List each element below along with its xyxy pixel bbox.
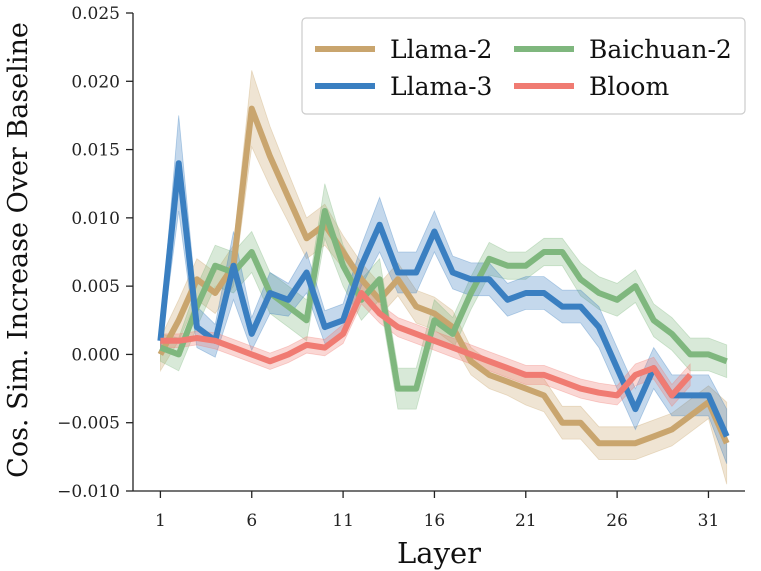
y-tick-label: −0.005 xyxy=(57,414,120,434)
series-lines xyxy=(157,105,730,447)
legend-label-llama-3: Llama-3 xyxy=(390,72,492,101)
series-line-llama-2 xyxy=(157,105,730,447)
y-axis-title: Cos. Sim. Increase Over Baseline xyxy=(3,22,34,478)
x-tick-label: 26 xyxy=(606,511,628,531)
series-line-llama-3 xyxy=(157,160,730,438)
series-line-baichuan-2 xyxy=(159,208,728,392)
legend-label-llama-2: Llama-2 xyxy=(390,35,492,64)
legend-label-baichuan-2: Baichuan-2 xyxy=(589,35,732,64)
legend: Llama-2 Baichuan-2 Llama-3 Bloom xyxy=(301,17,746,115)
axes xyxy=(132,13,745,492)
y-tick-label: 0.020 xyxy=(71,72,120,92)
y-tick-label: 0.010 xyxy=(71,209,120,229)
x-tick-label: 6 xyxy=(246,511,257,531)
y-tick-label: 0.025 xyxy=(71,4,120,24)
legend-box xyxy=(301,17,746,115)
y-tick-label: 0.005 xyxy=(71,277,120,297)
x-tick-label: 11 xyxy=(332,511,354,531)
y-tick-label: 0.015 xyxy=(71,141,120,161)
y-tick-label: 0.000 xyxy=(71,345,120,365)
band-llama-2 xyxy=(159,70,728,485)
x-tick-label: 21 xyxy=(515,511,537,531)
x-tick-label: 16 xyxy=(424,511,446,531)
x-ticks: 1 6 11 16 21 26 31 xyxy=(155,491,719,531)
series-line-bloom xyxy=(160,290,693,399)
y-ticks: −0.010 −0.005 0.000 0.005 0.010 0.015 0.020 0.0… xyxy=(57,4,133,502)
legend-label-bloom: Bloom xyxy=(589,72,669,101)
confidence-bands xyxy=(159,70,728,485)
x-tick-label: 1 xyxy=(155,511,166,531)
x-tick-label: 31 xyxy=(698,511,720,531)
x-axis-title: Layer xyxy=(397,536,481,570)
y-tick-label: −0.010 xyxy=(57,482,120,502)
